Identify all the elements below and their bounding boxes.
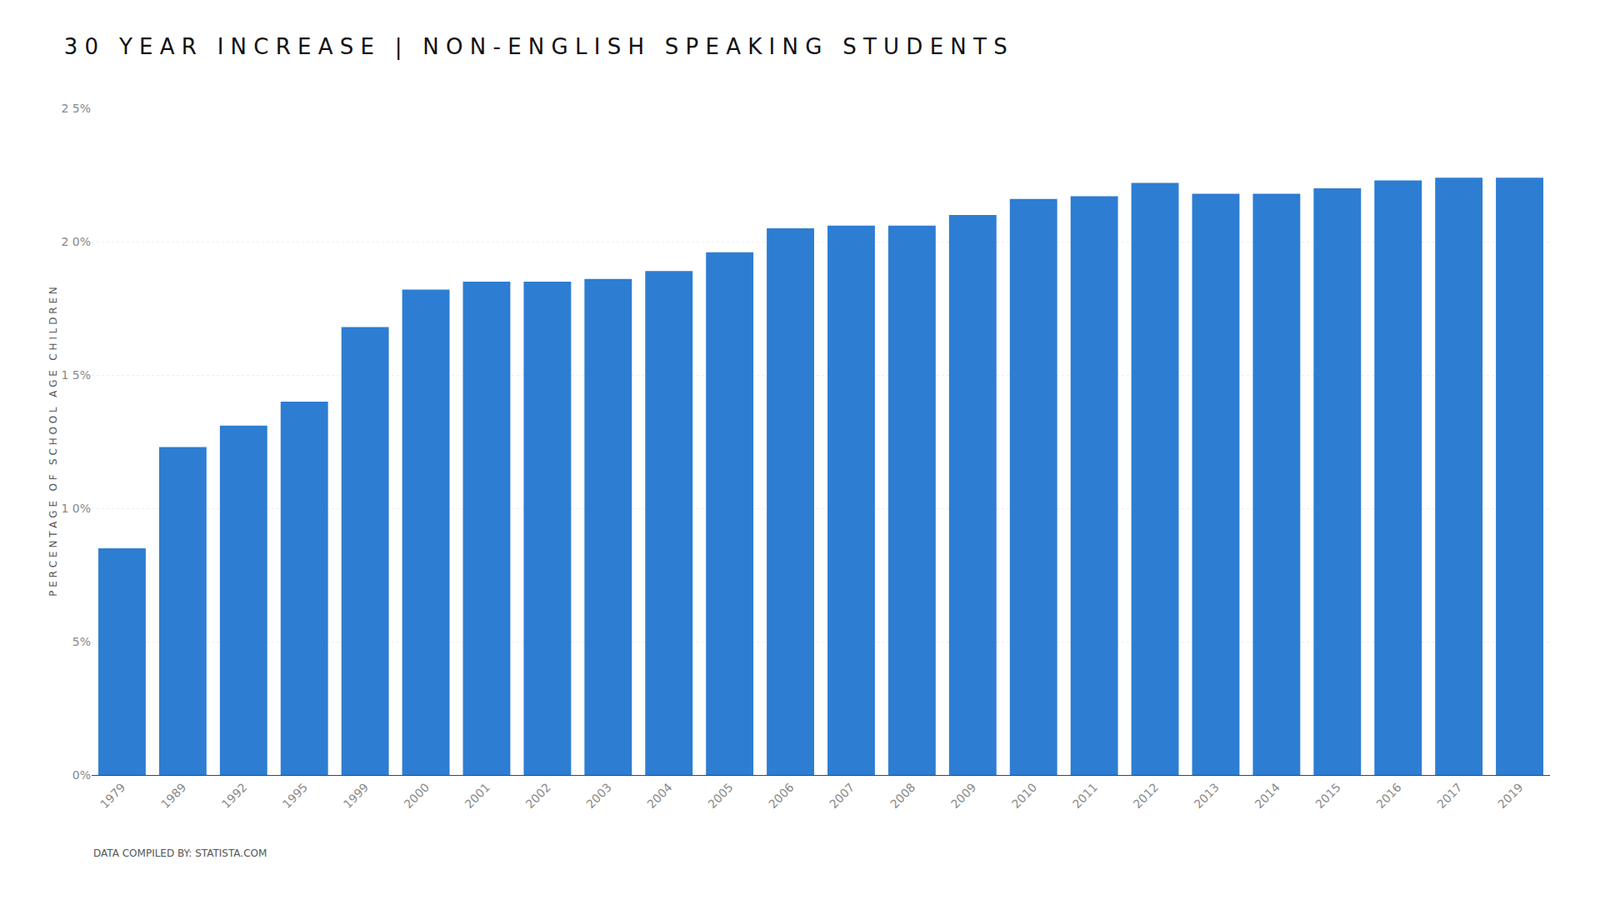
svg-text:2000: 2000	[401, 780, 433, 812]
svg-text:2006: 2006	[765, 780, 797, 812]
svg-text:2016: 2016	[1373, 780, 1405, 812]
svg-text:2 0%: 2 0%	[60, 235, 91, 249]
svg-text:2012: 2012	[1130, 780, 1162, 812]
svg-text:2013: 2013	[1191, 780, 1223, 812]
svg-text:1979: 1979	[97, 780, 129, 812]
svg-text:5%: 5%	[72, 635, 91, 649]
svg-text:2005: 2005	[705, 780, 736, 812]
svg-text:2008: 2008	[887, 780, 919, 812]
svg-text:1 0%: 1 0%	[60, 501, 91, 515]
svg-text:1992: 1992	[219, 780, 250, 812]
svg-text:2002: 2002	[522, 780, 554, 812]
svg-text:1 5%: 1 5%	[60, 368, 91, 382]
svg-text:0%: 0%	[72, 768, 91, 782]
svg-text:2010: 2010	[1009, 780, 1040, 812]
svg-text:2019: 2019	[1495, 780, 1526, 812]
svg-text:2 5%: 2 5%	[60, 101, 91, 115]
svg-text:3 0 Y E A R I N C R E A S: 3 0 Y E A R I N C R E A S E | N O N - E …	[64, 34, 1008, 60]
svg-text:2009: 2009	[948, 780, 980, 812]
svg-text:1999: 1999	[340, 780, 372, 812]
svg-text:2001: 2001	[462, 780, 494, 812]
svg-text:1989: 1989	[158, 780, 190, 812]
svg-text:2014: 2014	[1251, 780, 1283, 812]
svg-text:2004: 2004	[644, 780, 675, 812]
svg-text:P E R C E N T A G E O F S: P E R C E N T A G E O F S C H O O L A G …	[47, 286, 60, 597]
svg-text:2017: 2017	[1434, 780, 1465, 812]
svg-text:DATA COMPILED BY: STATISTA.COM: DATA COMPILED BY: STATISTA.COM	[93, 847, 267, 860]
svg-text:2007: 2007	[826, 780, 858, 812]
svg-text:2015: 2015	[1312, 780, 1344, 812]
svg-text:1995: 1995	[280, 780, 311, 812]
svg-text:2003: 2003	[583, 780, 615, 812]
svg-text:2011: 2011	[1070, 780, 1101, 812]
